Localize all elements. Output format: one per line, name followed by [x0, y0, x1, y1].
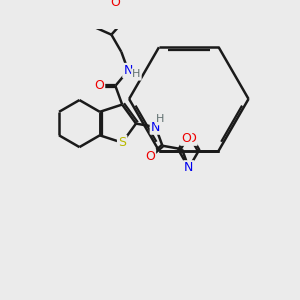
- Text: O: O: [181, 132, 191, 145]
- Text: H: H: [156, 114, 164, 124]
- Text: N: N: [151, 121, 160, 134]
- Text: O: O: [110, 0, 120, 9]
- Text: S: S: [118, 136, 126, 149]
- Text: H: H: [132, 69, 140, 80]
- Text: O: O: [94, 80, 104, 92]
- Text: N: N: [184, 161, 194, 174]
- Text: N: N: [124, 64, 133, 77]
- Text: O: O: [187, 132, 196, 145]
- Text: O: O: [145, 150, 155, 163]
